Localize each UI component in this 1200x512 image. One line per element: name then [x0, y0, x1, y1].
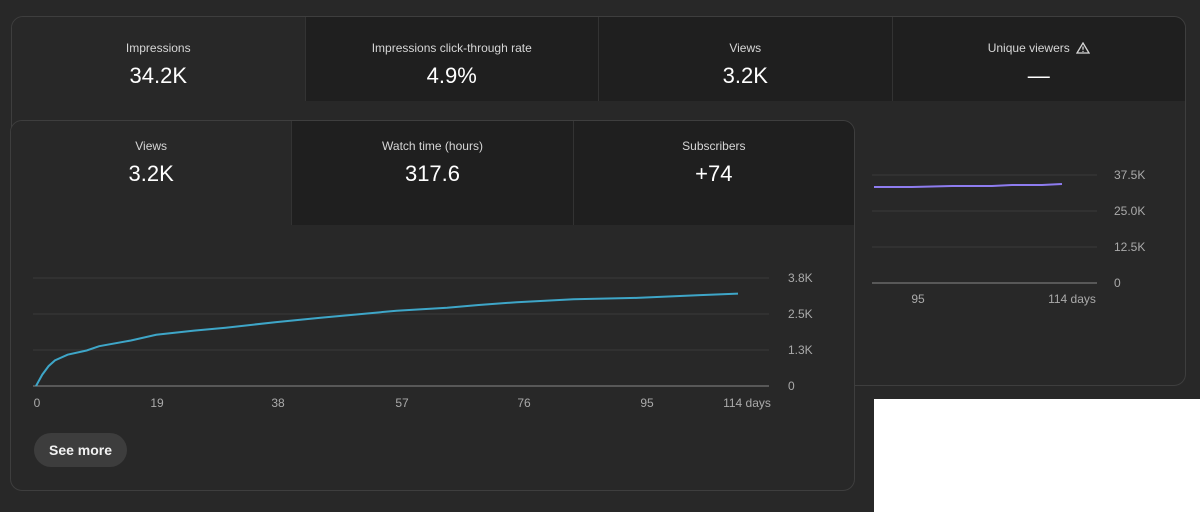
- metric-tab-views[interactable]: Views 3.2K: [598, 17, 892, 101]
- metric-label: Watch time (hours): [382, 139, 483, 153]
- y-tick-label: 1.3K: [788, 343, 813, 357]
- y-tick-label: 2.5K: [788, 307, 813, 321]
- metric-tab-unique-viewers[interactable]: Unique viewers —: [891, 17, 1185, 101]
- views-series-line: [35, 292, 739, 387]
- y-tick-label: 12.5K: [1114, 240, 1145, 254]
- metric-value: 4.9%: [426, 63, 477, 88]
- y-tick-label: 25.0K: [1114, 204, 1145, 218]
- x-tick-label: 114 days: [723, 396, 771, 410]
- warning-icon[interactable]: [1075, 42, 1090, 54]
- metric-tab-watch-time[interactable]: Watch time (hours) 317.6: [291, 121, 573, 225]
- metric-value: 3.2K: [128, 161, 174, 186]
- y-tick-label: 0: [1114, 276, 1121, 290]
- y-tick-label: 0: [788, 379, 795, 393]
- reach-metrics-tabs: Impressions 34.2K Impressions click-thro…: [12, 17, 1185, 101]
- metric-tab-ctr[interactable]: Impressions click-through rate 4.9%: [304, 17, 598, 101]
- x-tick-label: 76: [517, 396, 531, 410]
- metric-label: Views: [135, 139, 168, 153]
- metric-label: Views: [729, 41, 762, 55]
- reach-series-line: [874, 183, 1063, 188]
- views-chart-gridlines: [33, 277, 769, 387]
- metric-value: 34.2K: [129, 63, 188, 88]
- see-more-button[interactable]: See more: [34, 433, 128, 467]
- metric-label: Subscribers: [682, 139, 746, 153]
- x-tick-label: 38: [271, 396, 285, 410]
- reach-chart-gridlines: [872, 174, 1097, 284]
- metric-value: 317.6: [404, 161, 461, 186]
- metric-tab-subscribers[interactable]: Subscribers +74: [572, 121, 854, 225]
- x-tick-label: 95: [640, 396, 654, 410]
- metric-value: —: [1027, 63, 1050, 88]
- y-tick-label: 37.5K: [1114, 168, 1145, 182]
- metric-label: Impressions click-through rate: [371, 41, 532, 55]
- views-chart: 3.8K 2.5K 1.3K 0 0 19 38 57 76 95 114 days: [33, 271, 813, 410]
- metric-tab-views[interactable]: Views 3.2K: [11, 121, 292, 225]
- x-tick-label: 114 days: [1048, 292, 1096, 306]
- overview-metrics-tabs: Views 3.2K Watch time (hours) 317.6 Subs…: [11, 121, 854, 225]
- metric-label: Unique viewers: [987, 41, 1070, 55]
- reach-chart: 37.5K 25.0K 12.5K 0 95 114 days: [872, 168, 1145, 306]
- x-tick-label: 57: [395, 396, 409, 410]
- metric-tab-impressions[interactable]: Impressions 34.2K: [12, 17, 305, 101]
- x-tick-label: 95: [911, 292, 925, 306]
- x-tick-label: 0: [34, 396, 41, 410]
- metric-value: 3.2K: [722, 63, 768, 88]
- views-x-axis: 0 19 38 57 76 95 114 days: [34, 396, 771, 410]
- metric-label-wrap: Unique viewers: [988, 41, 1090, 55]
- metric-value: +74: [695, 161, 733, 186]
- metric-label: Impressions: [125, 41, 191, 55]
- views-overview-card: Views 3.2K Watch time (hours) 317.6 Subs…: [10, 120, 855, 491]
- x-tick-label: 19: [150, 396, 164, 410]
- y-tick-label: 3.8K: [788, 271, 813, 285]
- views-y-axis: 3.8K 2.5K 1.3K 0: [788, 271, 813, 393]
